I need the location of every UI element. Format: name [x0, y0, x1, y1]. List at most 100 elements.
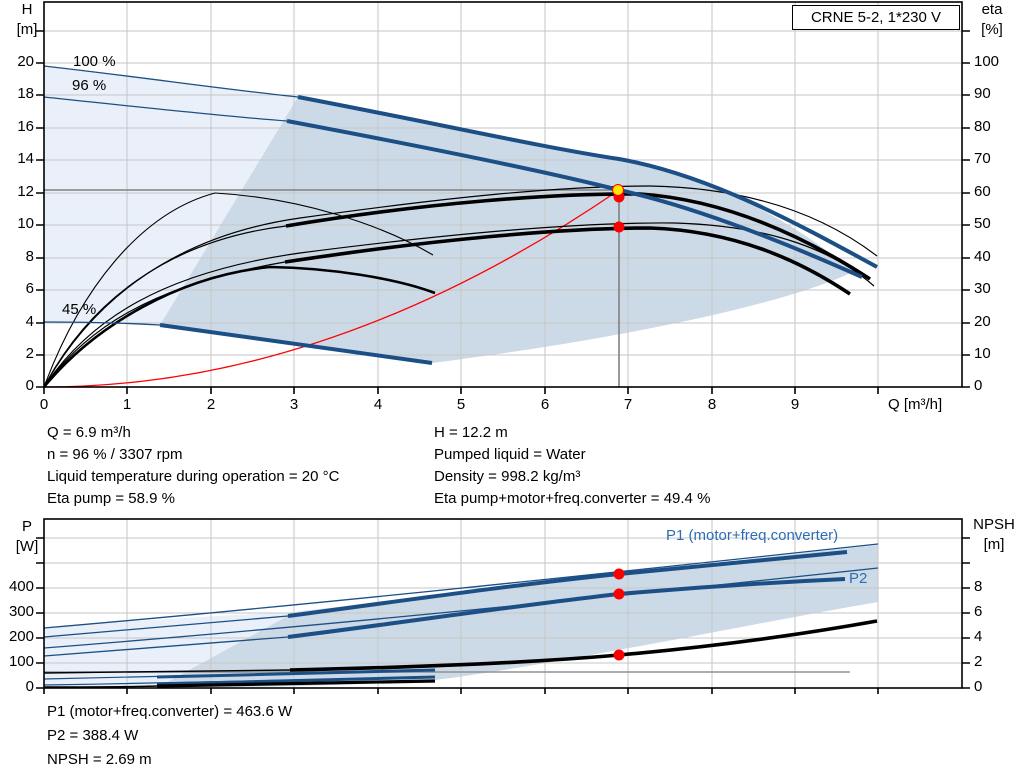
duty-speed-text: n = 96 % / 3307 rpm: [47, 446, 183, 463]
npsh-tick-4: 4: [974, 628, 983, 645]
bottom-chart-frame: [43, 518, 963, 689]
result-npsh-text: NPSH = 2.69 m: [47, 751, 152, 768]
p2-96-curve: [287, 577, 846, 639]
q-tick-8: 8: [707, 396, 717, 413]
envelope-region-light: [44, 66, 298, 325]
duty-density-text: Density = 998.2 kg/m³: [434, 468, 581, 485]
result-p1-text: P1 (motor+freq.converter) = 463.6 W: [47, 703, 293, 720]
q-tick-4: 4: [373, 396, 383, 413]
p-tick-400: 400: [8, 578, 34, 595]
duty-h-text: H = 12.2 m: [434, 424, 508, 441]
eta-tick-60: 60: [974, 183, 991, 200]
p2-100-curve: [43, 567, 879, 649]
h-tick-20: 20: [17, 53, 34, 70]
pump-curve-96-thin: [43, 96, 288, 122]
p2-duty-marker: [613, 588, 625, 600]
power-curves: [43, 543, 879, 686]
h-tick-6: 6: [25, 280, 34, 297]
h-axis-unit: [m]: [16, 21, 38, 38]
eta-tick-90: 90: [974, 85, 991, 102]
p1-curve-label: P1 (motor+freq.converter): [666, 527, 839, 544]
p1-96-curve-thin: [43, 615, 289, 638]
h-tick-2: 2: [25, 345, 34, 362]
duty-liquid-text: Pumped liquid = Water: [434, 446, 586, 463]
q-tick-2: 2: [206, 396, 216, 413]
h-tick-14: 14: [17, 150, 34, 167]
pump-type-label: CRNE 5-2, 1*230 V: [810, 9, 942, 26]
power-region-light: [44, 612, 295, 687]
h-tick-0: 0: [25, 377, 34, 394]
eta-tick-80: 80: [974, 118, 991, 135]
p1-96-curve: [287, 550, 848, 618]
q-tick-5: 5: [456, 396, 466, 413]
npsh-tick-2: 2: [974, 653, 983, 670]
npsh-45-curve: [156, 679, 436, 688]
h-tick-8: 8: [25, 248, 34, 265]
duty-eta-total-text: Eta pump+motor+freq.converter = 49.4 %: [434, 490, 711, 507]
speed-100-label: 100 %: [73, 53, 116, 70]
power-region-allowed: [160, 545, 878, 687]
eta-total-100-curve: [43, 222, 875, 388]
p-tick-300: 300: [8, 603, 34, 620]
p2-45-curve-thick: [156, 675, 436, 686]
npsh-tick-0: 0: [974, 678, 983, 695]
duty-temp-text: Liquid temperature during operation = 20…: [47, 468, 340, 485]
p2-96-curve-thin: [43, 636, 289, 657]
npsh-45-curve-thin: [43, 685, 158, 688]
q-axis-unit: Q [m³/h]: [888, 396, 943, 413]
p-tick-200: 200: [8, 628, 34, 645]
eta-total-45-curve: [42, 265, 436, 388]
duty-eta-pump-text: Eta pump = 58.9 %: [47, 490, 175, 507]
duty-q-text: Q = 6.9 m³/h: [47, 424, 131, 441]
h-axis-title: H: [21, 1, 33, 18]
pump-curve-100-thin: [43, 65, 299, 98]
p-axis-title: P: [21, 518, 32, 535]
h-tick-10: 10: [17, 215, 34, 232]
h-tick-16: 16: [17, 118, 34, 135]
duty-point-marker: [612, 184, 624, 196]
eta-total-96-curve: [284, 226, 851, 296]
eta-tick-70: 70: [974, 150, 991, 167]
npsh-axis-unit: [m]: [983, 536, 1005, 553]
q-tick-9: 9: [790, 396, 800, 413]
p1-45-curve-thick: [156, 668, 436, 679]
eta-tick-50: 50: [974, 215, 991, 232]
q-tick-1: 1: [122, 396, 132, 413]
p-tick-0: 0: [25, 678, 34, 695]
eta-axis-unit: [%]: [981, 21, 1003, 38]
bottom-chart-ticks: [36, 537, 970, 694]
p1-duty-marker: [613, 568, 625, 580]
top-chart-frame: [43, 1, 963, 388]
eta-total-duty-marker: [613, 221, 625, 233]
pump-curve-45-thin: [43, 321, 161, 326]
npsh-tick-8: 8: [974, 578, 983, 595]
pump-curve-100: [297, 95, 878, 269]
q-tick-3: 3: [289, 396, 299, 413]
p1-100-curve: [43, 543, 879, 629]
npsh-tick-6: 6: [974, 603, 983, 620]
npsh-axis-title: NPSH: [973, 516, 1015, 533]
result-p2-text: P2 = 388.4 W: [47, 727, 139, 744]
h-tick-18: 18: [17, 85, 34, 102]
h-tick-12: 12: [17, 183, 34, 200]
eta-tick-30: 30: [974, 280, 991, 297]
q-tick-0: 0: [39, 396, 49, 413]
eta-tick-20: 20: [974, 313, 991, 330]
q-tick-6: 6: [540, 396, 550, 413]
eta-tick-0: 0: [974, 377, 983, 394]
eta-pump-96-curve-thin: [43, 225, 287, 388]
top-chart-ticks: [36, 30, 970, 394]
npsh-duty-marker: [613, 649, 625, 661]
h-tick-4: 4: [25, 313, 34, 330]
pump-type-box: CRNE 5-2, 1*230 V: [792, 5, 960, 30]
eta-tick-100: 100: [974, 53, 1000, 70]
pump-curve-45: [159, 323, 433, 365]
system-curve: [43, 189, 620, 388]
speed-96-label: 96 %: [72, 77, 107, 94]
top-chart: [36, 1, 970, 394]
p-tick-100: 100: [8, 653, 34, 670]
eta-tick-10: 10: [974, 345, 991, 362]
bottom-chart: [36, 518, 970, 694]
